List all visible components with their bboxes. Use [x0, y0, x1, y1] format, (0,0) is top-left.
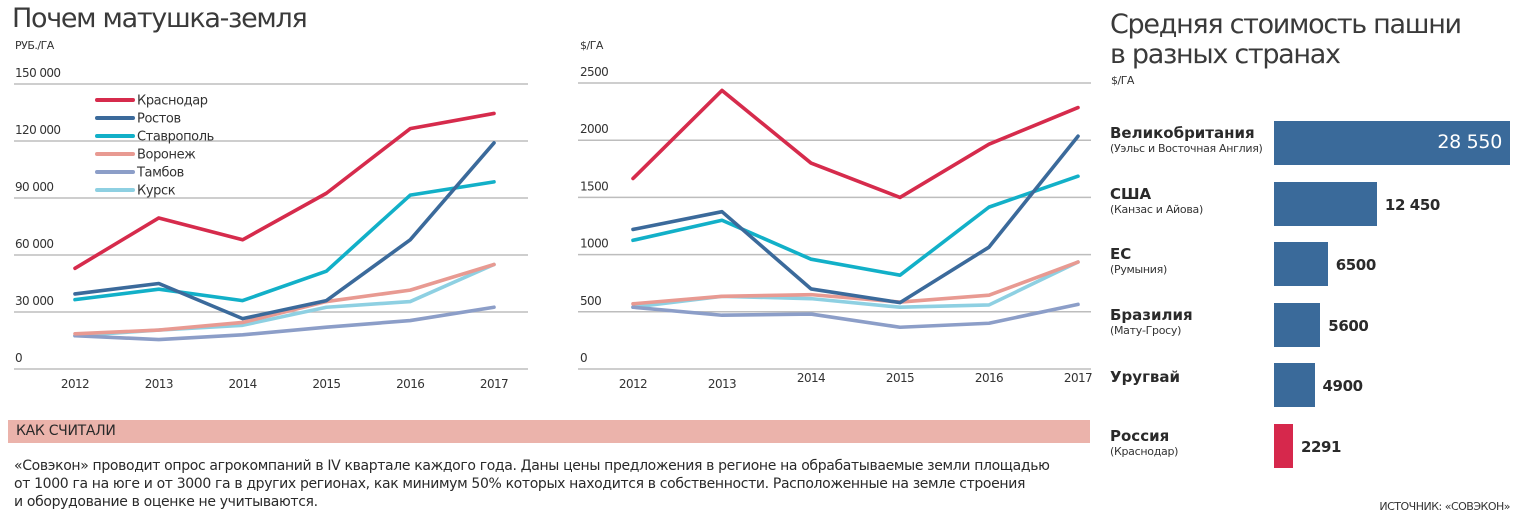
bar-category-sublabel: (Румыния): [1110, 263, 1167, 277]
bar: [1274, 121, 1510, 165]
legend-label: Краснодар: [137, 94, 208, 109]
y-tick-label: 1000: [580, 237, 608, 251]
bar: [1274, 181, 1377, 226]
bar-value-label: 6500: [1335, 256, 1377, 275]
note-line: «Совэкон» проводит опрос агрокомпаний в …: [14, 458, 1050, 474]
series-line-1: [631, 88, 1080, 200]
bar-row: Бразилия (Мату-Гросу) 5600: [1100, 302, 1520, 347]
how-counted-heading: КАК СЧИТАЛИ: [16, 423, 116, 439]
bar-category-sublabel: (Уэльс и Восточная Англия): [1110, 142, 1263, 155]
legend-label: Воронеж: [137, 148, 196, 163]
x-tick-label: 2012: [61, 377, 89, 391]
y-tick-label: 120 000: [15, 123, 60, 137]
bar-chart-unit: $/ГА: [1111, 74, 1134, 87]
bar-value-label: 2291: [1300, 438, 1342, 456]
bar-value-label: 5600: [1328, 316, 1369, 335]
series-line-4: [73, 262, 496, 336]
legend-label: Курск: [137, 184, 176, 199]
how-counted-text: «Совэкон» проводит опрос агрокомпаний в …: [14, 457, 1074, 511]
series-line-4: [631, 260, 1080, 306]
bar-row: Уругвай 4900: [1100, 363, 1520, 408]
bar-category-label: Россия: [1110, 427, 1170, 445]
series-line-2: [631, 134, 1080, 305]
rub-price-line-chart: РУБ./ГА 0 30 000 60 000 90 000 120 000 150 000…: [14, 39, 528, 391]
source-note: ИСТОЧНИК: «СОВЭКОН»: [1379, 500, 1510, 513]
bar-category-sublabel: (Краснодар): [1110, 445, 1179, 458]
bar-category-label: ЕС: [1110, 245, 1132, 264]
bar: [1274, 302, 1321, 347]
bar-chart-title-line-1: Средняя стоимость пашни: [1110, 9, 1462, 40]
legend-label: Ростов: [137, 112, 181, 127]
bar-category-label: Уругвай: [1110, 368, 1181, 387]
left-chart-title: Почем матушка-земля: [12, 3, 308, 34]
x-tick-label: 2014: [797, 371, 825, 385]
bar-value-label: 12 450: [1384, 195, 1440, 214]
legend-label: Ставрополь: [137, 130, 214, 145]
y-tick-label: 60 000: [15, 237, 53, 251]
country-bar-chart: Великобритания (Уэльс и Восточная Англия)…: [1100, 110, 1520, 480]
series-line-3: [73, 180, 496, 303]
y-tick-label: 2000: [580, 122, 608, 136]
y-tick-label: 500: [580, 294, 601, 308]
bar-category-label: Великобритания: [1110, 124, 1255, 142]
series-line-1: [73, 111, 496, 271]
bar-category-label: Бразилия: [1110, 305, 1193, 324]
x-tick-label: 2014: [229, 377, 257, 391]
y-tick-label: 1500: [580, 179, 608, 193]
y-tick-label: 2500: [580, 65, 608, 79]
y-tick-label: 0: [580, 351, 587, 365]
bar: [1274, 363, 1315, 408]
bar-row: Россия (Краснодар) 2291: [1100, 424, 1520, 468]
how-counted-banner: КАК СЧИТАЛИ: [8, 420, 1090, 443]
x-tick-label: 2016: [396, 377, 424, 391]
x-tick-label: 2016: [975, 371, 1003, 385]
x-tick-label: 2013: [145, 377, 173, 391]
x-tick-label: 2017: [480, 377, 508, 391]
x-tick-label: 2013: [708, 377, 736, 391]
y-tick-label: 90 000: [15, 180, 53, 194]
series-line-2: [73, 141, 496, 321]
bar-row: Великобритания (Уэльс и Восточная Англия)…: [1100, 121, 1520, 165]
series-line-5: [73, 305, 496, 342]
series-line-5: [631, 302, 1080, 330]
note-line: и оборудование в оценке не учитываются.: [14, 494, 318, 510]
y-tick-label: 0: [15, 351, 22, 365]
y-axis-unit: $/ГА: [580, 39, 604, 52]
bar: [1274, 242, 1328, 287]
y-tick-label: 150 000: [15, 66, 60, 80]
x-tick-label: 2012: [619, 377, 647, 391]
y-tick-label: 30 000: [15, 294, 53, 308]
x-tick-label: 2017: [1064, 371, 1092, 385]
usd-price-line-chart: $/ГА 0 500 1000 1500 2000 2500 2012 2013 2014 2015…: [578, 39, 1093, 391]
bar-row: США (Канзас и Айова) 12 450: [1100, 181, 1520, 226]
bar-category-label: США: [1110, 184, 1152, 203]
series-line-3: [631, 174, 1080, 277]
bar-value-label: 28 550: [1437, 131, 1502, 153]
legend-label: Тамбов: [136, 166, 184, 181]
note-line: от 1000 га на юге и от 3000 га в других …: [14, 476, 1026, 492]
bar-row: ЕС (Румыния) 6500: [1100, 242, 1520, 287]
bar-category-sublabel: (Канзас и Айова): [1110, 202, 1203, 216]
x-tick-label: 2015: [312, 377, 340, 391]
bar: [1274, 424, 1293, 468]
bar-value-label: 4900: [1322, 377, 1364, 396]
x-tick-label: 2015: [886, 371, 914, 385]
series-line-6: [73, 262, 496, 338]
bar-chart-title-line-2: в разных странах: [1110, 39, 1341, 70]
y-axis-unit: РУБ./ГА: [15, 39, 55, 52]
bar-category-sublabel: (Мату-Гросу): [1110, 323, 1182, 337]
